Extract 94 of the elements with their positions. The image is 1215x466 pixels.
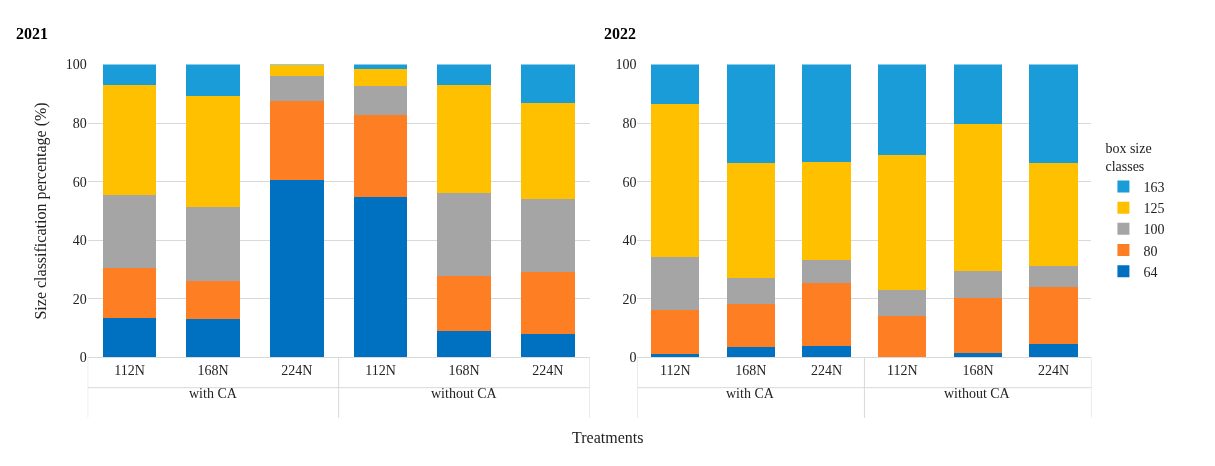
bar [102, 318, 157, 358]
bar [953, 297, 1003, 354]
bar [802, 260, 851, 283]
text: without CA [431, 386, 498, 401]
text: with CA [189, 386, 238, 401]
y-tick-label: 40 [72, 233, 87, 249]
bar [186, 64, 240, 97]
bar [1029, 162, 1078, 267]
bar [102, 268, 157, 319]
y-tick-label: 0 [629, 350, 637, 366]
x-tick-label: 168N [735, 363, 767, 379]
bar [520, 271, 575, 335]
y-tick-label: 80 [72, 115, 87, 131]
bar [353, 85, 408, 116]
bar [270, 180, 324, 358]
bar [953, 64, 1003, 124]
bar [878, 155, 927, 290]
bar [186, 207, 240, 281]
bar [878, 289, 927, 316]
bar [186, 319, 240, 358]
bar [520, 334, 575, 358]
y-tick-label: 60 [72, 174, 87, 190]
bar [878, 64, 927, 156]
y-tick-label: 20 [72, 291, 87, 307]
y-tick-label: 0 [79, 350, 87, 366]
text: with CA [726, 386, 775, 401]
bar [651, 310, 700, 354]
bar [520, 198, 575, 272]
y-tick-label: 100 [615, 57, 637, 73]
bar [953, 123, 1003, 272]
bar [1029, 64, 1078, 163]
bar [353, 115, 408, 197]
y-tick-label: 40 [622, 233, 637, 249]
legend-label: 163 [1143, 179, 1165, 195]
bar [953, 271, 1003, 298]
x-tick-label: 168N [962, 363, 994, 379]
bar [437, 84, 491, 194]
bar [186, 281, 240, 320]
bar [186, 96, 240, 208]
x-tick-label: 112N [886, 363, 918, 379]
y-tick-label: 60 [622, 174, 637, 190]
chart-title: 2021 [16, 25, 48, 42]
legend-label: 125 [1143, 201, 1165, 217]
bar [726, 162, 776, 278]
y-tick-label: 100 [65, 57, 87, 73]
bar [878, 315, 927, 358]
bar [1029, 266, 1078, 288]
bar [353, 69, 408, 86]
x-tick-label: 168N [197, 363, 229, 379]
bar [651, 64, 700, 105]
bar [437, 276, 491, 331]
x-tick-label: 112N [659, 363, 691, 379]
bar [520, 64, 575, 103]
bar [726, 277, 776, 305]
bar [726, 346, 776, 358]
chart-title: 2022 [604, 25, 636, 42]
legend-label: 80 [1143, 243, 1158, 259]
x-tick-label: 224N [281, 363, 313, 379]
bar [802, 162, 851, 261]
bar [270, 65, 324, 77]
bar [802, 346, 851, 358]
legend-label: 100 [1143, 222, 1165, 238]
y-tick-label: 80 [622, 115, 637, 131]
bar [270, 101, 324, 181]
bar [270, 76, 324, 102]
x-tick-label: 224N [532, 363, 564, 379]
bar [102, 64, 157, 86]
bar [651, 256, 700, 311]
text: without CA [944, 386, 1011, 401]
bar [1029, 344, 1078, 358]
bar [953, 353, 1003, 358]
y-axis-title: Size classification percentage (%) [31, 102, 50, 320]
bar [353, 196, 408, 358]
x-tick-label: 224N [1038, 363, 1070, 379]
bar [437, 193, 491, 277]
x-axis-title: Treatments [572, 429, 644, 446]
bar [726, 304, 776, 347]
bar [102, 194, 157, 269]
bar [651, 104, 700, 257]
x-tick-label: 112N [114, 363, 145, 379]
x-tick-label: 168N [448, 363, 480, 379]
legend-label: 64 [1143, 264, 1158, 280]
bar [520, 102, 575, 199]
bar [802, 64, 851, 163]
x-tick-label: 112N [365, 363, 396, 379]
y-tick-label: 20 [622, 291, 637, 307]
bar [102, 85, 157, 195]
bar [726, 64, 776, 163]
bar [802, 282, 851, 347]
legend-title: box size classes [1105, 140, 1152, 174]
bar [437, 64, 491, 85]
bar [1029, 287, 1078, 345]
bar [437, 330, 491, 358]
x-tick-label: 224N [811, 363, 843, 379]
